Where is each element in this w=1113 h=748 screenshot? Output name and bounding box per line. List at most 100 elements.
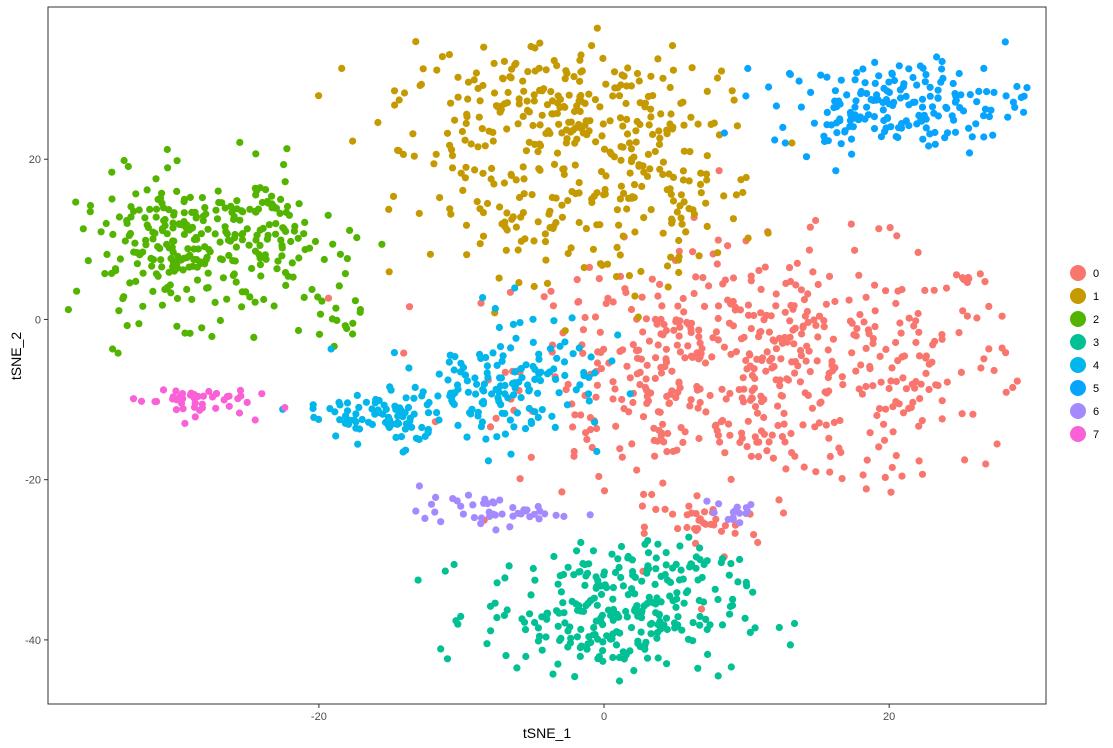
point-cluster-0 <box>916 395 924 403</box>
point-cluster-0 <box>642 386 651 394</box>
point-cluster-0 <box>825 434 833 442</box>
point-cluster-0 <box>762 367 770 375</box>
point-cluster-3 <box>692 564 700 572</box>
point-cluster-0 <box>721 449 729 457</box>
point-cluster-1 <box>443 129 452 137</box>
point-cluster-0 <box>655 426 663 435</box>
point-cluster-0 <box>806 223 814 231</box>
point-cluster-0 <box>712 515 720 523</box>
point-cluster-2 <box>238 303 246 311</box>
point-cluster-1 <box>525 108 534 116</box>
point-cluster-7 <box>243 398 251 406</box>
point-cluster-0 <box>675 332 683 340</box>
point-cluster-4 <box>392 433 400 441</box>
point-cluster-1 <box>697 169 705 177</box>
point-cluster-4 <box>352 418 360 426</box>
point-cluster-4 <box>380 401 388 409</box>
point-cluster-2 <box>165 206 173 214</box>
point-cluster-5 <box>827 121 836 129</box>
point-cluster-5 <box>864 111 873 119</box>
point-cluster-3 <box>542 633 550 641</box>
point-cluster-2 <box>146 205 154 213</box>
point-cluster-0 <box>760 316 768 324</box>
point-cluster-3 <box>634 612 642 620</box>
point-cluster-1 <box>461 136 469 144</box>
point-cluster-0 <box>648 490 656 499</box>
point-cluster-4 <box>444 376 452 384</box>
point-cluster-5 <box>934 86 942 94</box>
point-cluster-0 <box>593 381 602 389</box>
point-cluster-0 <box>692 273 700 281</box>
point-cluster-2 <box>127 203 135 211</box>
point-cluster-2 <box>167 289 175 297</box>
point-cluster-0 <box>595 275 603 283</box>
point-cluster-0 <box>760 395 768 403</box>
point-cluster-2 <box>183 254 191 262</box>
point-cluster-1 <box>733 122 742 130</box>
y-tick-label: 20 <box>29 154 41 166</box>
point-cluster-0 <box>593 359 602 367</box>
point-cluster-0 <box>696 398 704 407</box>
point-cluster-2 <box>152 175 160 183</box>
point-cluster-2 <box>353 234 361 242</box>
point-cluster-5 <box>1013 82 1021 91</box>
point-cluster-5 <box>871 58 879 66</box>
point-cluster-0 <box>804 391 812 399</box>
point-cluster-2 <box>341 270 349 278</box>
point-cluster-0 <box>656 280 664 288</box>
point-cluster-0 <box>780 420 788 428</box>
point-cluster-1 <box>519 112 527 120</box>
point-cluster-4 <box>548 412 556 420</box>
point-cluster-2 <box>264 231 272 239</box>
point-cluster-1 <box>472 69 480 77</box>
point-cluster-7 <box>172 406 180 414</box>
point-cluster-4 <box>393 420 401 428</box>
point-cluster-5 <box>823 73 831 81</box>
point-cluster-0 <box>618 453 626 461</box>
point-cluster-1 <box>462 221 471 229</box>
point-cluster-0 <box>829 335 838 343</box>
point-cluster-5 <box>785 69 794 78</box>
point-cluster-1 <box>597 168 606 176</box>
point-cluster-3 <box>501 574 509 582</box>
point-cluster-4 <box>346 416 354 424</box>
point-cluster-5 <box>1002 92 1010 100</box>
point-cluster-3 <box>564 643 572 651</box>
point-cluster-0 <box>766 357 774 365</box>
point-cluster-0 <box>765 328 774 336</box>
point-cluster-4 <box>479 294 487 302</box>
point-cluster-3 <box>615 653 624 662</box>
legend-key-0 <box>1070 265 1086 281</box>
point-cluster-0 <box>760 413 768 422</box>
point-cluster-1 <box>561 327 569 335</box>
point-cluster-0 <box>662 345 671 353</box>
point-cluster-2 <box>192 233 200 242</box>
point-cluster-2 <box>173 322 181 330</box>
point-cluster-1 <box>729 215 738 223</box>
point-cluster-4 <box>402 394 410 402</box>
point-cluster-2 <box>139 269 147 277</box>
point-cluster-3 <box>653 594 661 602</box>
point-cluster-1 <box>664 283 672 291</box>
point-cluster-0 <box>855 385 863 393</box>
point-cluster-3 <box>751 624 759 632</box>
point-cluster-0 <box>652 505 660 513</box>
point-cluster-5 <box>765 83 773 91</box>
point-cluster-3 <box>652 609 660 617</box>
point-cluster-0 <box>681 354 689 362</box>
point-cluster-6 <box>710 508 718 517</box>
point-cluster-1 <box>666 185 674 193</box>
point-cluster-5 <box>1009 98 1018 106</box>
point-cluster-1 <box>534 148 542 156</box>
point-cluster-1 <box>338 64 346 72</box>
point-cluster-1 <box>703 152 711 160</box>
point-cluster-1 <box>654 55 662 63</box>
point-cluster-1 <box>395 96 403 104</box>
point-cluster-3 <box>718 621 727 629</box>
point-cluster-2 <box>125 231 133 240</box>
point-cluster-0 <box>838 373 846 381</box>
point-cluster-2 <box>174 264 182 272</box>
point-cluster-0 <box>961 456 969 464</box>
point-cluster-4 <box>563 401 572 409</box>
point-cluster-6 <box>464 491 473 499</box>
